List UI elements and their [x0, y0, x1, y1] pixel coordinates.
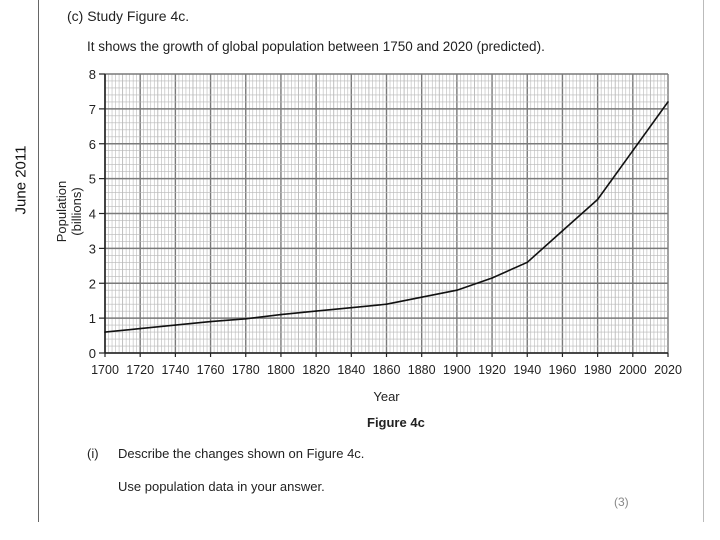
- data-point: [596, 198, 599, 201]
- x-axis-title: Year: [373, 389, 400, 404]
- x-tick-label: 1760: [197, 363, 225, 377]
- question-text: Describe the changes shown on Figure 4c.: [118, 446, 365, 461]
- data-point: [561, 230, 564, 232]
- data-point: [244, 318, 247, 320]
- y-axis-title: Population: [54, 181, 69, 242]
- x-tick-label: 1840: [337, 363, 365, 377]
- right-divider: [703, 0, 704, 522]
- data-point: [385, 303, 388, 305]
- x-tick-label: 1780: [232, 363, 260, 377]
- data-point: [350, 306, 353, 309]
- figure-caption: Figure 4c: [367, 415, 425, 430]
- x-tick-label: 1800: [267, 363, 295, 377]
- data-point: [632, 149, 634, 152]
- chart-grid: [104, 73, 669, 354]
- y-tick-label: 4: [89, 207, 96, 222]
- question-heading: (c) Study Figure 4c.: [67, 8, 190, 24]
- x-tick-label: 1960: [549, 363, 577, 377]
- x-tick-label: 1860: [373, 363, 401, 377]
- chart-labels: 0 1 2 3 4 5 6 7 8 1700 1720 1740 1760 1780 1800 1820 184…: [54, 67, 682, 404]
- data-point: [104, 331, 106, 333]
- data-point: [491, 277, 493, 279]
- data-point: [139, 327, 141, 330]
- x-tick-label: 1720: [126, 363, 154, 377]
- y-tick-label: 0: [89, 346, 96, 361]
- data-point: [174, 324, 177, 326]
- y-tick-label: 5: [89, 172, 96, 187]
- question-intro: It shows the growth of global population…: [87, 39, 545, 54]
- chart-series: [104, 101, 669, 333]
- marks-label: (3): [614, 495, 629, 509]
- x-tick-label: 1940: [513, 363, 541, 377]
- question-subtext: Use population data in your answer.: [118, 479, 325, 494]
- y-tick-label: 2: [89, 276, 96, 291]
- x-tick-label: 1700: [91, 363, 119, 377]
- data-point: [315, 310, 317, 312]
- question-number: (i): [87, 446, 99, 461]
- y-tick-label: 7: [89, 102, 96, 117]
- x-tick-label: 1820: [302, 363, 330, 377]
- data-point: [667, 101, 669, 103]
- y-axis-title: (billions): [69, 187, 84, 235]
- chart-axes: [99, 73, 669, 357]
- y-tick-label: 6: [89, 137, 96, 152]
- data-point: [280, 313, 282, 316]
- left-divider: [38, 0, 39, 522]
- x-tick-label: 1980: [584, 363, 612, 377]
- y-tick-label: 8: [89, 67, 96, 82]
- x-tick-label: 2000: [619, 363, 647, 377]
- y-tick-label: 3: [89, 241, 96, 256]
- x-tick-label: 1920: [478, 363, 506, 377]
- data-point: [456, 289, 458, 292]
- y-tick-label: 1: [89, 311, 96, 326]
- data-point: [420, 296, 423, 299]
- x-tick-label: 1900: [443, 363, 471, 377]
- x-tick-label: 1740: [161, 363, 189, 377]
- x-tick-label: 1880: [408, 363, 436, 377]
- data-point: [209, 320, 212, 323]
- data-point: [526, 261, 529, 264]
- x-tick-label: 2020: [654, 363, 682, 377]
